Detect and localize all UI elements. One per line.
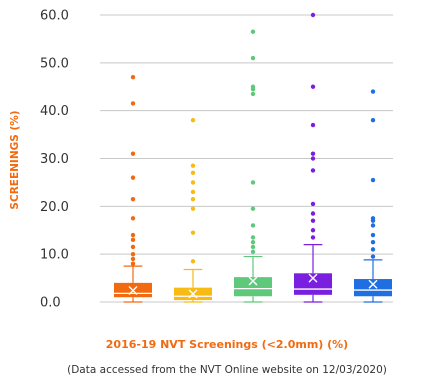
outlier-point bbox=[190, 118, 196, 123]
box-series-5 bbox=[354, 89, 392, 303]
y-axis-label: SCREENINGS (%) bbox=[9, 110, 21, 209]
outlier-point bbox=[370, 118, 376, 123]
outlier-point bbox=[190, 163, 196, 168]
outlier-point bbox=[130, 151, 136, 156]
y-tick-label: 10.0 bbox=[40, 248, 69, 263]
outlier-point bbox=[250, 235, 256, 240]
box bbox=[234, 277, 272, 297]
outlier-point bbox=[130, 237, 136, 243]
outlier-point bbox=[250, 240, 256, 245]
mean-marker bbox=[188, 289, 198, 299]
outlier-point bbox=[250, 91, 256, 97]
outlier-point bbox=[310, 12, 316, 18]
outlier-point bbox=[190, 180, 196, 185]
outlier-point bbox=[310, 218, 316, 223]
outlier-point bbox=[370, 247, 376, 252]
outlier-point bbox=[190, 170, 196, 176]
outlier-point bbox=[130, 74, 136, 80]
outlier-point bbox=[130, 216, 136, 221]
outlier-point bbox=[190, 230, 196, 235]
outlier-point bbox=[250, 244, 256, 250]
outlier-point bbox=[130, 256, 136, 262]
x-axis-label: 2016-19 NVT Screenings (<2.0mm) (%) bbox=[106, 338, 348, 351]
outlier-point bbox=[310, 168, 316, 173]
box-series-4 bbox=[294, 12, 332, 303]
outlier-point bbox=[250, 249, 256, 254]
outlier-point bbox=[130, 251, 136, 257]
box-series-3 bbox=[234, 29, 272, 303]
y-tick-label: 0.0 bbox=[40, 296, 61, 311]
outlier-point bbox=[370, 254, 376, 259]
y-tick-label: 40.0 bbox=[40, 104, 69, 119]
outlier-point bbox=[310, 211, 316, 216]
outlier-point bbox=[250, 84, 256, 89]
footnote: (Data accessed from the NVT Online websi… bbox=[67, 364, 387, 376]
outlier-point bbox=[250, 223, 256, 228]
box bbox=[294, 273, 332, 295]
outlier-point bbox=[310, 84, 316, 89]
box bbox=[354, 279, 392, 297]
outlier-point bbox=[130, 232, 136, 238]
outlier-point bbox=[250, 206, 256, 211]
outlier-point bbox=[130, 175, 136, 180]
gridlines bbox=[100, 14, 393, 303]
y-tick-label: 60.0 bbox=[40, 9, 69, 24]
y-tick-label: 50.0 bbox=[40, 56, 69, 71]
outlier-point bbox=[130, 261, 136, 266]
outlier-point bbox=[370, 232, 376, 238]
outlier-point bbox=[310, 151, 316, 156]
mean-marker bbox=[308, 273, 318, 283]
outlier-point bbox=[130, 244, 136, 250]
mean-marker bbox=[368, 279, 378, 289]
mean-marker bbox=[128, 286, 138, 296]
outlier-point bbox=[250, 55, 256, 61]
outlier-point bbox=[370, 216, 376, 221]
outlier-point bbox=[190, 196, 196, 202]
outlier-point bbox=[370, 223, 376, 228]
outlier-point bbox=[190, 189, 196, 195]
y-tick-label: 30.0 bbox=[40, 152, 69, 167]
y-tick-label: 20.0 bbox=[40, 200, 69, 215]
mean-marker bbox=[248, 276, 258, 286]
outlier-point bbox=[310, 156, 316, 161]
outlier-point bbox=[190, 206, 196, 211]
box-series bbox=[114, 12, 392, 303]
outlier-point bbox=[310, 122, 316, 128]
box-series-2 bbox=[174, 118, 212, 303]
outlier-point bbox=[130, 196, 136, 202]
outlier-point bbox=[250, 29, 256, 34]
outlier-point bbox=[250, 180, 256, 185]
outlier-point bbox=[190, 259, 196, 264]
outlier-point bbox=[310, 201, 316, 207]
outlier-point bbox=[370, 89, 376, 94]
outlier-point bbox=[130, 101, 136, 106]
y-axis-ticks: 0.0 10.0 20.0 30.0 40.0 50.0 60.0 bbox=[40, 9, 69, 311]
outlier-point bbox=[370, 240, 376, 245]
outlier-point bbox=[310, 235, 316, 240]
outlier-point bbox=[310, 228, 316, 233]
outlier-point bbox=[370, 177, 376, 183]
box-series-1 bbox=[114, 74, 152, 303]
